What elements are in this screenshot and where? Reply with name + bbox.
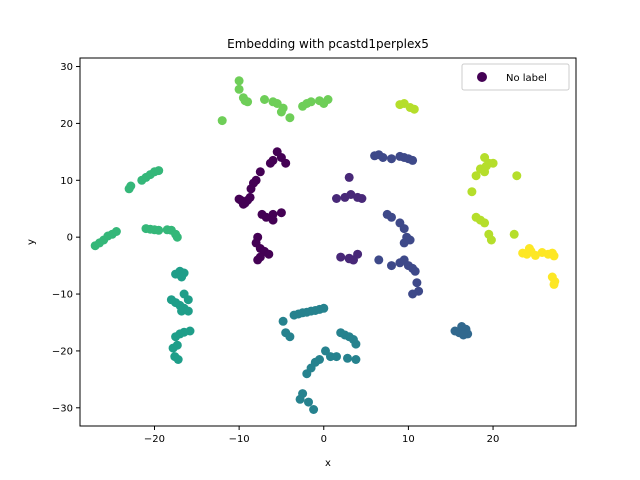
data-point xyxy=(285,113,295,123)
data-point xyxy=(549,279,559,289)
y-tick-label: −20 xyxy=(52,346,73,357)
data-point xyxy=(480,218,490,228)
data-point xyxy=(549,251,559,261)
data-point xyxy=(332,352,341,362)
data-point xyxy=(278,316,288,326)
legend-box xyxy=(461,63,570,91)
data-point xyxy=(306,97,316,107)
data-point xyxy=(234,194,244,204)
data-point xyxy=(524,244,534,253)
data-point xyxy=(378,153,388,162)
data-point xyxy=(467,187,477,197)
data-point xyxy=(177,272,187,282)
x-axis-label: x xyxy=(325,458,331,469)
data-point xyxy=(253,255,263,265)
data-point xyxy=(264,249,274,259)
chart-title: Embedding with pcastd1perplex5 xyxy=(227,37,429,51)
x-tick-label: −20 xyxy=(144,434,165,445)
data-point xyxy=(319,303,329,313)
data-point xyxy=(171,332,181,342)
data-point xyxy=(458,330,468,340)
data-point xyxy=(374,255,384,265)
x-tick-label: −10 xyxy=(229,434,250,445)
data-point xyxy=(344,172,354,182)
data-point xyxy=(183,306,193,316)
data-point xyxy=(276,107,286,117)
legend: No label xyxy=(461,63,570,91)
data-point xyxy=(265,158,275,168)
data-point xyxy=(351,355,361,364)
data-point xyxy=(168,343,178,353)
data-point xyxy=(260,95,269,104)
data-point xyxy=(408,155,418,165)
data-point xyxy=(488,158,498,168)
data-point xyxy=(486,235,496,245)
legend-entry: No label xyxy=(506,73,547,84)
data-point xyxy=(351,339,361,349)
data-point xyxy=(336,252,346,262)
data-point xyxy=(281,158,291,168)
data-point xyxy=(304,397,313,407)
data-point xyxy=(295,394,305,404)
x-axis-ticks: −20 −10 0 10 20 xyxy=(144,426,499,445)
data-point xyxy=(111,227,121,236)
data-point xyxy=(481,161,491,171)
data-point xyxy=(471,171,481,181)
data-point xyxy=(357,194,367,203)
data-point xyxy=(126,181,136,191)
y-tick-label: 30 xyxy=(60,62,73,73)
data-point xyxy=(255,167,265,177)
data-point xyxy=(246,184,256,194)
data-point xyxy=(268,215,278,225)
x-tick-label: 0 xyxy=(321,434,327,445)
data-point xyxy=(234,84,244,94)
plot-frame xyxy=(79,57,577,427)
y-tick-label: 20 xyxy=(60,119,73,130)
data-point xyxy=(243,97,253,107)
data-point xyxy=(512,171,522,181)
legend-marker xyxy=(477,72,487,82)
data-point xyxy=(154,225,164,235)
data-point xyxy=(348,255,358,265)
data-point xyxy=(309,405,319,414)
data-point xyxy=(405,235,415,245)
data-point xyxy=(173,355,183,364)
data-point xyxy=(410,266,420,276)
data-point xyxy=(412,278,422,288)
x-tick-label: 10 xyxy=(402,434,415,445)
data-point xyxy=(343,353,352,363)
data-point xyxy=(387,212,396,222)
data-point xyxy=(179,289,189,299)
data-point xyxy=(234,76,244,86)
data-point xyxy=(387,261,396,271)
data-point xyxy=(323,95,333,104)
data-point xyxy=(154,166,164,176)
data-point xyxy=(276,208,286,218)
data-point xyxy=(217,116,227,126)
data-point xyxy=(399,224,409,234)
data-point xyxy=(172,232,182,242)
y-tick-label: 10 xyxy=(60,176,73,187)
data-point xyxy=(285,332,295,342)
data-point xyxy=(509,229,519,239)
points-layer xyxy=(90,76,560,414)
data-point xyxy=(409,104,419,114)
data-point xyxy=(408,289,418,299)
data-point xyxy=(332,194,341,203)
data-point xyxy=(387,154,396,164)
data-point xyxy=(261,212,271,222)
y-tick-label: 0 xyxy=(67,233,73,244)
y-tick-label: −30 xyxy=(52,403,73,414)
data-point xyxy=(166,295,176,305)
y-tick-label: −10 xyxy=(52,290,73,301)
y-axis-label: y xyxy=(26,239,37,245)
data-point xyxy=(302,369,312,379)
x-tick-label: 20 xyxy=(487,434,500,445)
y-axis-ticks: −30 −20 −10 0 10 20 30 xyxy=(52,62,80,414)
